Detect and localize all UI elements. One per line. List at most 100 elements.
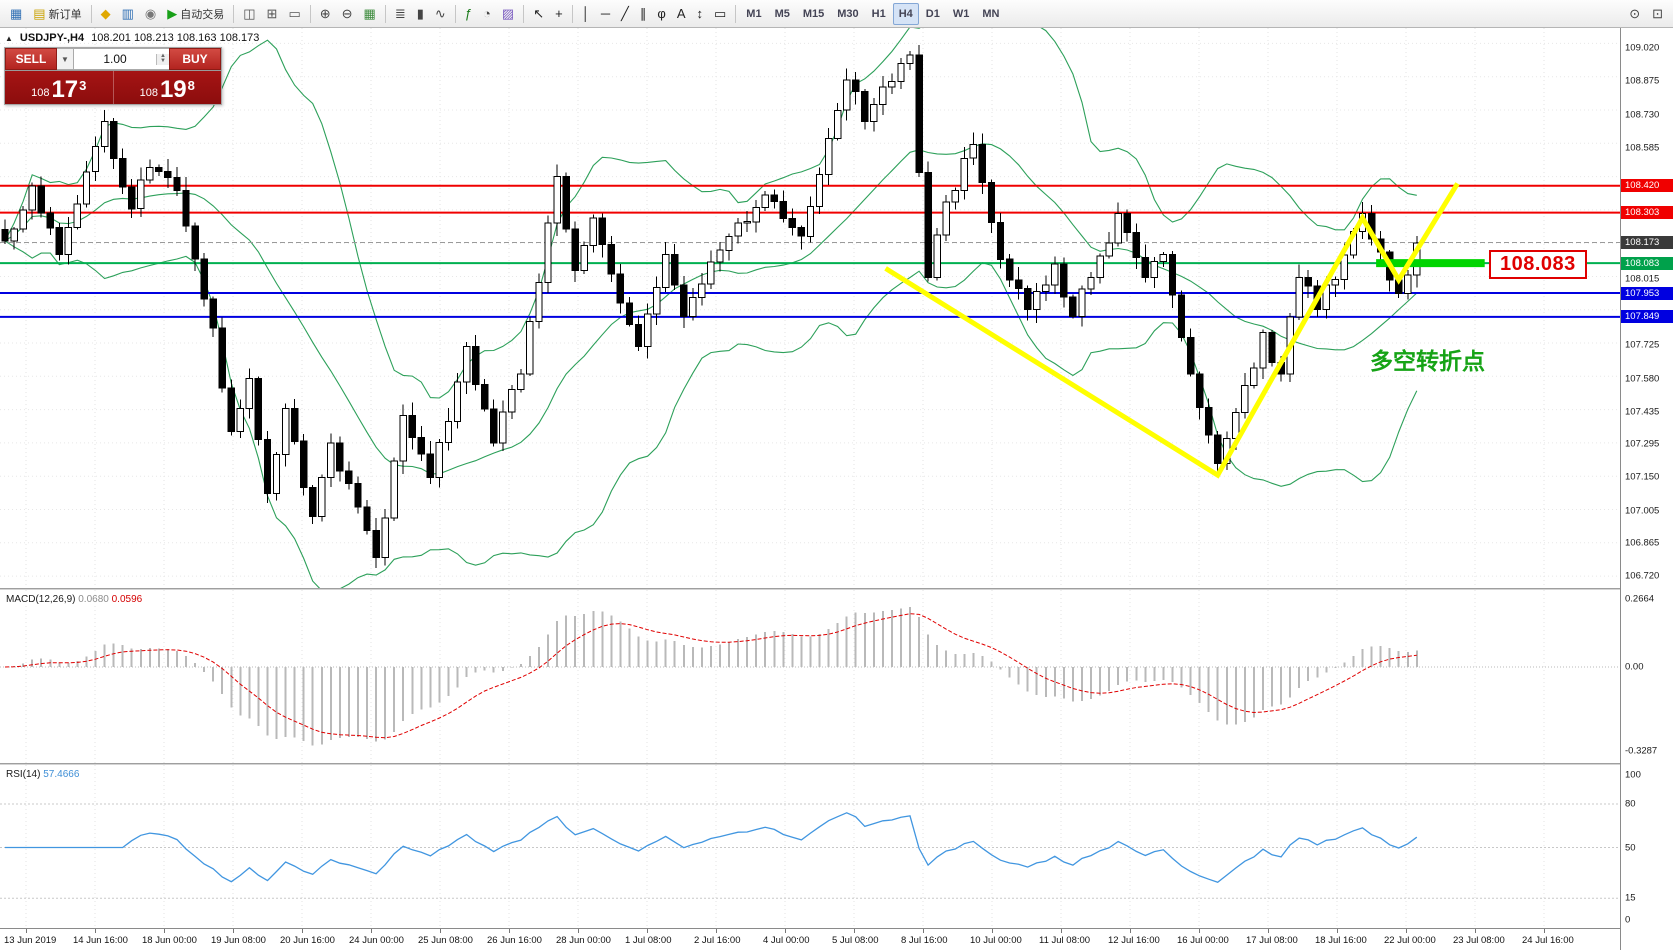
candlesticks-button[interactable]: ▮ (412, 3, 429, 25)
search-icon: ⊙ (1629, 6, 1641, 21)
price-scale[interactable]: 109.020 108.875 108.730 108.585 108.015 107.7… (1620, 28, 1673, 950)
rsi-tick-label: 0 (1625, 914, 1631, 926)
rsi-tick-label: 15 (1625, 892, 1636, 904)
timeframe-m5[interactable]: M5 (769, 3, 796, 25)
chart-symbol-period: USDJPY-,H4 (19, 32, 85, 44)
sell-price-prefix: 108 (31, 87, 50, 99)
time-tick-label: 8 Jul 16:00 (901, 935, 948, 946)
trade-prices-row: 108 17 3 108 19 8 (5, 71, 221, 104)
vertical-line-button[interactable]: │ (577, 3, 595, 25)
sell-button[interactable]: SELL (5, 48, 57, 70)
crosshair-button[interactable]: + (550, 3, 568, 25)
toolbar-separator (523, 4, 525, 23)
macd-main-value: 0.0680 (78, 594, 109, 605)
zoom-in-button[interactable]: ⊕ (315, 3, 336, 25)
time-tick-label: 18 Jun 00:00 (142, 935, 197, 946)
time-axis[interactable]: 13 Jun 2019 14 Jun 16:00 18 Jun 00:00 19 Ju… (0, 928, 1620, 950)
rsi-label: RSI(14) 57.4666 (6, 769, 80, 780)
time-tick-mark (233, 929, 234, 933)
grid-button[interactable]: ▦ (359, 3, 381, 25)
price-callout-label[interactable]: 108.083 (1489, 250, 1587, 279)
lot-size-value[interactable]: 1.00 (103, 52, 127, 66)
autotrading-button[interactable]: ▶ 自动交易 (162, 3, 229, 25)
arrange-windows-button[interactable]: ▭ (283, 3, 305, 25)
rsi-indicator-canvas[interactable] (0, 765, 1620, 928)
templates-button[interactable]: ▨ (497, 3, 519, 25)
navigator-button[interactable]: ◉ (140, 3, 161, 25)
timeframe-m15[interactable]: M15 (797, 3, 830, 25)
price-chart-canvas[interactable] (0, 28, 1620, 588)
lot-decrease-icon[interactable]: ▼ (157, 58, 169, 65)
toolbar-separator (309, 4, 311, 23)
panel-separator-macd[interactable] (0, 588, 1673, 590)
periods-button[interactable]: ◔ (478, 3, 496, 25)
quick-search-button[interactable]: ⊡ (1647, 3, 1668, 25)
macd-indicator-canvas[interactable] (0, 590, 1620, 763)
search-button[interactable]: ⊙ (1624, 3, 1645, 25)
time-tick-mark (1544, 929, 1545, 933)
price-tick-label: 109.020 (1625, 42, 1660, 54)
time-tick-mark (95, 929, 96, 933)
equidistant-channel-button[interactable]: ∥ (635, 3, 652, 25)
terminal-menu-button[interactable]: ▦ (5, 3, 27, 25)
panel-separator-rsi[interactable] (0, 763, 1673, 765)
time-tick-mark (440, 929, 441, 933)
ohlc-bars-button[interactable]: ≣ (390, 3, 411, 25)
timeframe-h1[interactable]: H1 (866, 3, 892, 25)
vertical-line-icon: │ (581, 6, 590, 21)
buy-button[interactable]: BUY (169, 48, 221, 70)
yellow-trend-zigzag[interactable] (884, 182, 1460, 479)
arrows-button[interactable]: ↕ (691, 3, 708, 25)
order-type-dropdown[interactable]: ▼ (57, 48, 74, 70)
one-click-collapse-icon[interactable]: ▲ (5, 33, 13, 43)
timeframe-m1[interactable]: M1 (740, 3, 767, 25)
time-tick-label: 24 Jun 00:00 (349, 935, 404, 946)
candlestick-series (1, 44, 1421, 568)
price-tick-label: 107.295 (1625, 438, 1660, 450)
sell-price[interactable]: 108 17 3 (5, 71, 114, 104)
new-order-button[interactable]: ▤ 新订单 (28, 3, 86, 25)
cursor-button[interactable]: ↖ (528, 3, 549, 25)
buy-price[interactable]: 108 19 8 (114, 71, 222, 104)
chart-ohlc-values: 108.201 108.213 108.163 108.173 (91, 32, 260, 44)
price-tick-label: 108.875 (1625, 75, 1660, 87)
timeframe-mn[interactable]: MN (976, 3, 1005, 25)
lot-size-field[interactable]: 1.00 ▲ ▼ (74, 48, 169, 70)
line-chart-icon: ∿ (434, 6, 446, 21)
macd-name: MACD(12,26,9) (6, 594, 76, 605)
timeframe-w1[interactable]: W1 (947, 3, 976, 25)
timeframe-m30[interactable]: M30 (831, 3, 864, 25)
trendline-button[interactable]: ╱ (616, 3, 634, 25)
lot-size-stepper[interactable]: ▲ ▼ (156, 53, 169, 65)
lot-increase-icon[interactable]: ▲ (157, 53, 169, 59)
tile-windows-button[interactable]: ⊞ (262, 3, 283, 25)
timeframe-w1-label: W1 (952, 7, 970, 20)
candlesticks-icon: ▮ (416, 6, 424, 21)
fibonacci-button[interactable]: φ (652, 3, 670, 25)
terminal-menu-icon: ▦ (10, 6, 23, 21)
toolbar-separator (90, 4, 92, 23)
time-tick-mark (302, 929, 303, 933)
new-order-button-label: 新订单 (48, 8, 82, 21)
text-button[interactable]: A (672, 3, 691, 25)
cascade-windows-button[interactable]: ◫ (238, 3, 260, 25)
turning-point-annotation[interactable]: 多空转折点 (1370, 348, 1485, 374)
timeframe-d1[interactable]: D1 (920, 3, 946, 25)
horizontal-line-button[interactable]: ─ (596, 3, 615, 25)
price-tick-label: 107.580 (1625, 373, 1660, 385)
time-tick-mark (371, 929, 372, 933)
line-chart-button[interactable]: ∿ (430, 3, 451, 25)
one-click-trading-panel: SELL ▼ 1.00 ▲ ▼ BUY 108 17 3 (4, 47, 222, 105)
trade-controls-row: SELL ▼ 1.00 ▲ ▼ BUY (5, 48, 221, 71)
indicators-button[interactable]: ƒ (460, 3, 477, 25)
price-tick-label: 107.005 (1625, 505, 1660, 517)
shapes-icon: ▭ (713, 6, 727, 21)
zoom-out-button[interactable]: ⊖ (337, 3, 358, 25)
time-tick-mark (923, 929, 924, 933)
charts-profile-button[interactable]: ◆ (96, 3, 116, 25)
timeframe-h4[interactable]: H4 (892, 2, 919, 25)
market-watch-button[interactable]: ▥ (117, 3, 139, 25)
timeframe-h4-label: H4 (898, 7, 913, 20)
shapes-button[interactable]: ▭ (709, 3, 731, 25)
main-toolbar: ▦ ▤ 新订单 ◆ ▥ ◉ ▶ 自动交易 ◫ ⊞ ▭ ⊕ ⊖ ▦ ≣ ▮ ∿ ƒ ◔ ▨ ↖ + │ ─ ╱ ∥ φ A ↕ ▭ M1 M5 M… (0, 0, 1673, 28)
